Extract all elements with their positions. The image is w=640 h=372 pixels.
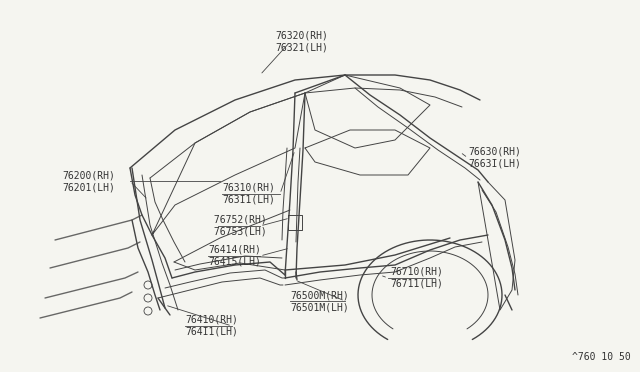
Text: ^760 10 50: ^760 10 50	[572, 352, 631, 362]
Text: 76320(RH): 76320(RH)	[275, 30, 328, 40]
Text: 76752(RH): 76752(RH)	[208, 215, 267, 225]
Text: 76201(LH): 76201(LH)	[62, 182, 115, 192]
Text: 76321(LH): 76321(LH)	[275, 42, 328, 52]
Text: 76630(RH): 76630(RH)	[468, 147, 521, 157]
Text: 763I1(LH): 763I1(LH)	[222, 195, 275, 205]
Text: 76310(RH): 76310(RH)	[222, 183, 275, 193]
Text: 7663I(LH): 7663I(LH)	[468, 158, 521, 168]
Text: 76414(RH): 76414(RH)	[208, 245, 261, 255]
Text: 76500M(RH): 76500M(RH)	[290, 290, 349, 300]
Text: 76711(LH): 76711(LH)	[390, 279, 443, 289]
Text: 76710(RH): 76710(RH)	[390, 267, 443, 277]
Text: 76410(RH): 76410(RH)	[185, 315, 238, 325]
Text: 76753(LH): 76753(LH)	[208, 227, 267, 237]
Text: 764I1(LH): 764I1(LH)	[185, 327, 238, 337]
Text: 76415(LH): 76415(LH)	[208, 257, 261, 267]
Text: 76501M(LH): 76501M(LH)	[290, 302, 349, 312]
Text: 76200(RH): 76200(RH)	[62, 170, 115, 180]
